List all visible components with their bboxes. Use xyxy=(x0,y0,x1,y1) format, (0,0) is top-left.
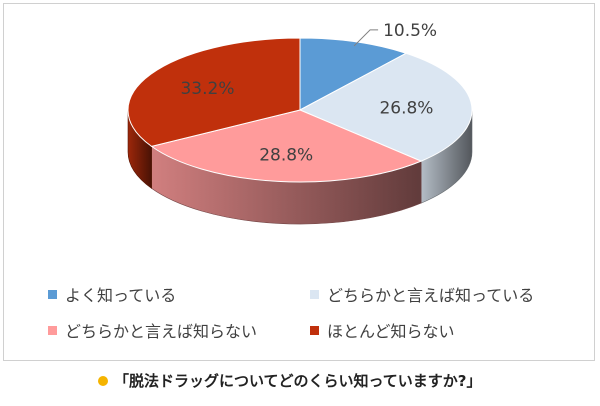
legend-swatch-2 xyxy=(48,325,57,335)
legend-label-0: よく知っている xyxy=(65,286,177,305)
pie-slice-3 xyxy=(127,37,301,147)
legend-item-1: どちらかと言えば知っている xyxy=(310,282,534,306)
legend-label-1: どちらかと言えば知っている xyxy=(327,286,535,305)
question-caption: 「脱法ドラッグについてどのくらい知っていますか?」 xyxy=(98,370,482,391)
legend-label-2: どちらかと言えば知らない xyxy=(65,322,258,341)
pie-slice-1 xyxy=(298,52,473,162)
question-text: 「脱法ドラッグについてどのくらい知っていますか?」 xyxy=(114,372,482,390)
bullet-icon xyxy=(98,375,108,386)
pie-slice-2 xyxy=(150,109,423,183)
data-label-1: 26.8% xyxy=(379,98,433,118)
leader-line-0 xyxy=(353,29,379,47)
data-label-2: 28.8% xyxy=(259,145,313,165)
chart-frame: 10.5% 26.8% 28.8% 33.2% よく知っている どちらかと言えば知って… xyxy=(3,3,595,361)
data-label-3: 33.2% xyxy=(180,79,234,99)
legend-item-0: よく知っている xyxy=(48,282,176,306)
legend-swatch-3 xyxy=(310,325,319,335)
pie-slice-0 xyxy=(299,37,408,111)
legend-label-3: ほとんど知らない xyxy=(327,322,455,341)
legend-item-2: どちらかと言えば知らない xyxy=(48,318,257,342)
data-label-0: 10.5% xyxy=(383,21,437,41)
pie-chart: 10.5% 26.8% 28.8% 33.2% xyxy=(127,21,473,225)
legend-item-3: ほとんど知らない xyxy=(310,318,455,342)
legend-swatch-1 xyxy=(310,289,319,299)
legend-swatch-0 xyxy=(48,289,57,299)
